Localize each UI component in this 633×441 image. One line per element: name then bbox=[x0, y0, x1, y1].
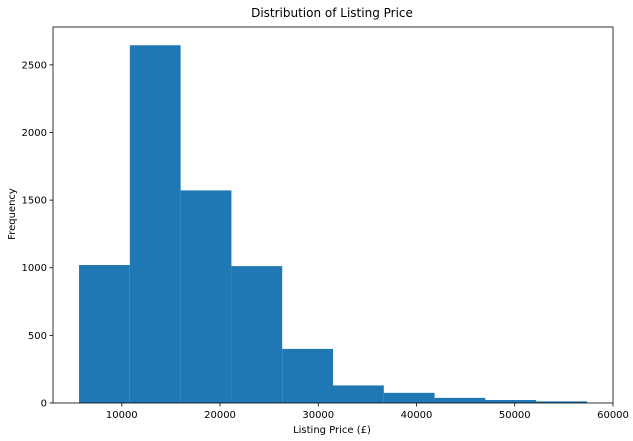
y-axis-label: Frequency bbox=[7, 188, 18, 240]
histogram-bar bbox=[129, 45, 181, 403]
histogram-bar bbox=[485, 400, 537, 403]
axes-group: 10000 20000 30000 40000 50000 60000 0 500 1000 15… bbox=[22, 26, 629, 421]
histogram-bar bbox=[536, 401, 587, 403]
x-tick-label: 60000 bbox=[597, 410, 629, 421]
histogram-bar bbox=[180, 190, 232, 403]
chart-title: Distribution of Listing Price bbox=[251, 6, 413, 20]
y-tick-label: 1000 bbox=[22, 263, 47, 274]
histogram-bar bbox=[434, 397, 486, 403]
y-tick-label: 1500 bbox=[22, 196, 47, 207]
histogram-bar bbox=[333, 385, 384, 403]
plot-frame bbox=[52, 26, 614, 404]
y-tick-label: 2000 bbox=[22, 128, 47, 139]
x-tick-label: 50000 bbox=[499, 410, 531, 421]
x-axis-label: Listing Price (£) bbox=[293, 425, 371, 436]
y-tick-label: 500 bbox=[28, 331, 47, 342]
y-tick-label: 2500 bbox=[22, 60, 47, 71]
histogram-bar bbox=[383, 392, 435, 403]
x-tick-label: 20000 bbox=[204, 410, 236, 421]
histogram-bar bbox=[79, 265, 130, 403]
histogram-bar bbox=[282, 348, 333, 403]
histogram-bar bbox=[231, 266, 283, 403]
x-tick-label: 30000 bbox=[302, 410, 334, 421]
bars-group bbox=[79, 45, 587, 403]
x-tick-label: 10000 bbox=[106, 410, 138, 421]
y-tick-label: 0 bbox=[41, 399, 47, 410]
x-tick-label: 40000 bbox=[401, 410, 433, 421]
